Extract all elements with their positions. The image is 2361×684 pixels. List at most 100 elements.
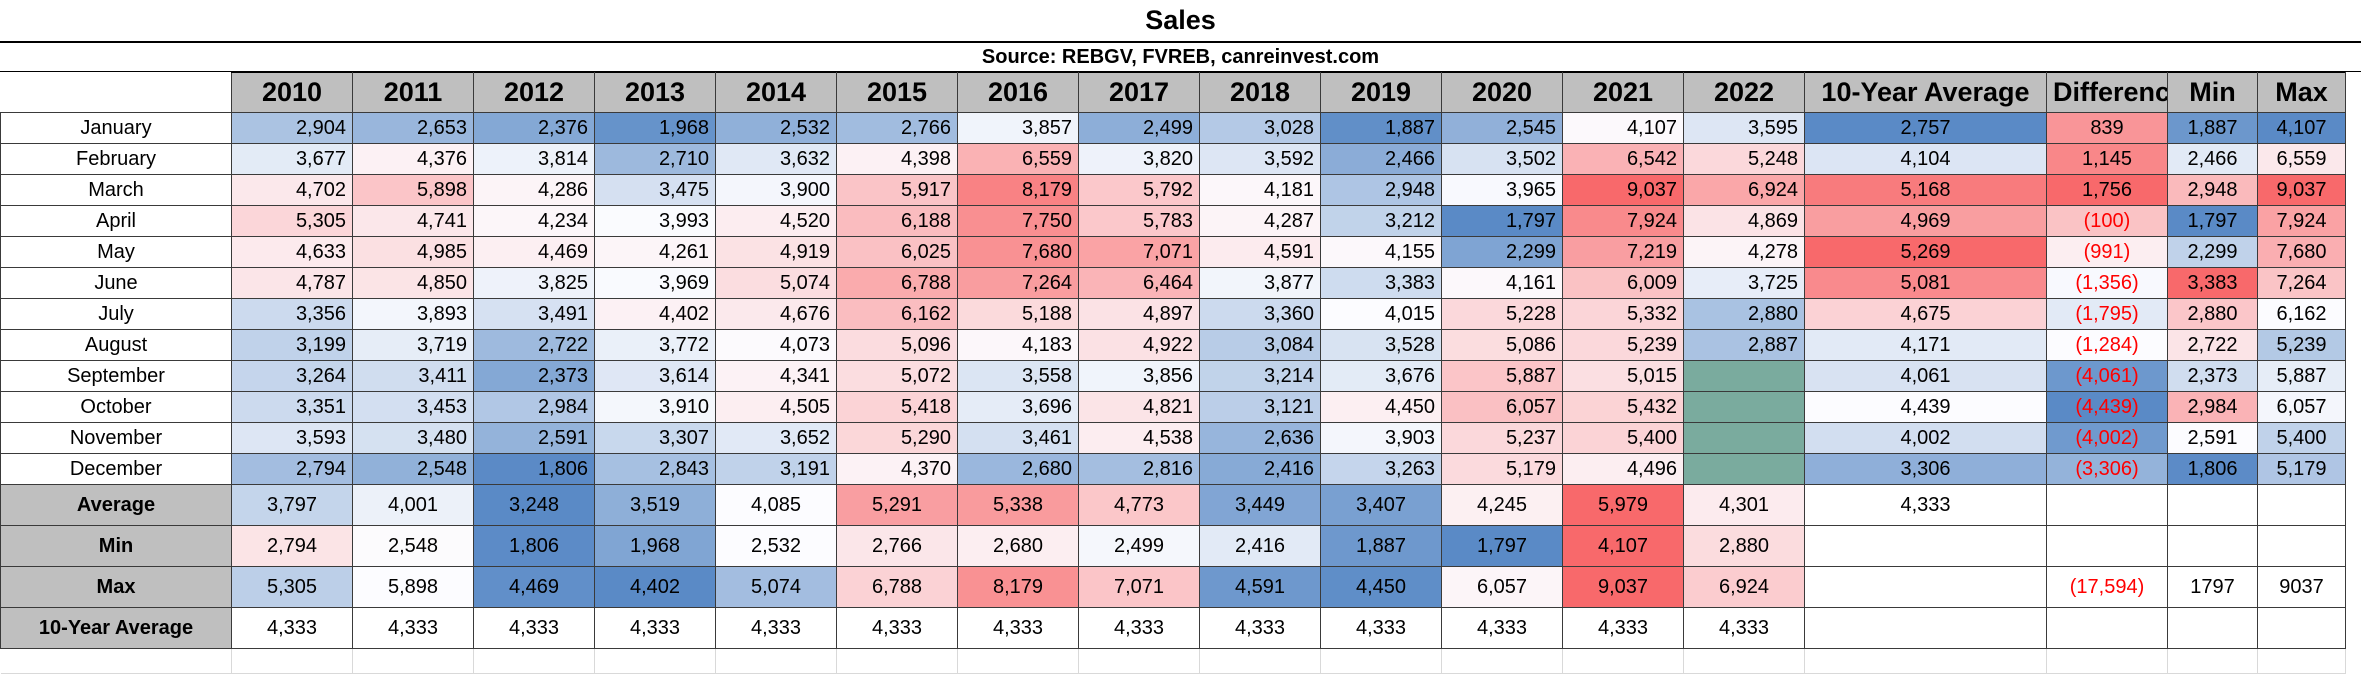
- data-cell[interactable]: 2,948: [1320, 174, 1442, 206]
- summary-cell[interactable]: 1,887: [1320, 525, 1442, 567]
- data-cell[interactable]: 3,480: [352, 422, 474, 454]
- data-cell[interactable]: 3,411: [352, 360, 474, 392]
- data-cell[interactable]: 7,264: [957, 267, 1079, 299]
- data-cell[interactable]: 3,910: [594, 391, 716, 423]
- col-header-2015[interactable]: 2015: [836, 72, 958, 113]
- data-cell[interactable]: 4,234: [473, 205, 595, 237]
- summary-average-cell[interactable]: 4,333: [1804, 484, 2047, 526]
- col-header-difference[interactable]: Difference: [2046, 72, 2168, 113]
- empty-cell[interactable]: [231, 648, 353, 674]
- data-cell[interactable]: 3,121: [1199, 391, 1321, 423]
- data-cell[interactable]: 6,788: [836, 267, 958, 299]
- data-cell[interactable]: 4,741: [352, 205, 474, 237]
- data-cell[interactable]: 3,264: [231, 360, 353, 392]
- data-cell-empty[interactable]: [1683, 453, 1805, 485]
- col-header-2019[interactable]: 2019: [1320, 72, 1442, 113]
- summary-min-cell[interactable]: [2167, 607, 2258, 649]
- data-cell[interactable]: 3,307: [594, 422, 716, 454]
- data-cell[interactable]: 4,869: [1683, 205, 1805, 237]
- summary-max-cell[interactable]: 9037: [2257, 566, 2346, 608]
- data-cell-empty[interactable]: [1683, 422, 1805, 454]
- empty-cell[interactable]: [1683, 648, 1805, 674]
- empty-cell[interactable]: [1441, 648, 1563, 674]
- data-cell[interactable]: 5,072: [836, 360, 958, 392]
- summary-cell[interactable]: 4,333: [1078, 607, 1200, 649]
- data-cell[interactable]: 3,502: [1441, 143, 1563, 175]
- data-cell[interactable]: 6,057: [1441, 391, 1563, 423]
- summary-cell[interactable]: 4,469: [473, 566, 595, 608]
- data-cell[interactable]: 3,893: [352, 298, 474, 330]
- data-cell[interactable]: 2,548: [352, 453, 474, 485]
- summary-cell[interactable]: 3,248: [473, 484, 595, 526]
- difference-cell[interactable]: (100): [2046, 205, 2168, 237]
- data-cell[interactable]: 4,450: [1320, 391, 1442, 423]
- col-header-2010[interactable]: 2010: [231, 72, 353, 113]
- row-label-december[interactable]: December: [0, 453, 232, 485]
- max-cell[interactable]: 6,057: [2257, 391, 2346, 423]
- data-cell[interactable]: 4,505: [715, 391, 837, 423]
- summary-cell[interactable]: 2,680: [957, 525, 1079, 567]
- data-cell[interactable]: 4,287: [1199, 205, 1321, 237]
- summary-cell[interactable]: 4,591: [1199, 566, 1321, 608]
- data-cell[interactable]: 3,820: [1078, 143, 1200, 175]
- summary-cell[interactable]: 3,797: [231, 484, 353, 526]
- col-header-2014[interactable]: 2014: [715, 72, 837, 113]
- summary-cell[interactable]: 6,924: [1683, 566, 1805, 608]
- data-cell[interactable]: 3,453: [352, 391, 474, 423]
- difference-cell[interactable]: 839: [2046, 112, 2168, 144]
- empty-cell[interactable]: [1562, 648, 1684, 674]
- data-cell[interactable]: 3,676: [1320, 360, 1442, 392]
- summary-cell[interactable]: 6,788: [836, 566, 958, 608]
- empty-cell[interactable]: [957, 648, 1079, 674]
- col-header-2017[interactable]: 2017: [1078, 72, 1200, 113]
- summary-difference-cell[interactable]: [2046, 525, 2168, 567]
- data-cell[interactable]: 6,924: [1683, 174, 1805, 206]
- data-cell[interactable]: 2,499: [1078, 112, 1200, 144]
- data-cell[interactable]: 6,188: [836, 205, 958, 237]
- min-cell[interactable]: 1,806: [2167, 453, 2258, 485]
- empty-cell[interactable]: [0, 648, 232, 674]
- data-cell[interactable]: 3,969: [594, 267, 716, 299]
- data-cell[interactable]: 4,633: [231, 236, 353, 268]
- data-cell[interactable]: 6,009: [1562, 267, 1684, 299]
- summary-cell[interactable]: 5,074: [715, 566, 837, 608]
- empty-cell[interactable]: [836, 648, 958, 674]
- col-header-2012[interactable]: 2012: [473, 72, 595, 113]
- data-cell[interactable]: 7,680: [957, 236, 1079, 268]
- max-cell[interactable]: 5,400: [2257, 422, 2346, 454]
- summary-max-cell[interactable]: [2257, 525, 2346, 567]
- data-cell[interactable]: 2,710: [594, 143, 716, 175]
- data-cell[interactable]: 4,015: [1320, 298, 1442, 330]
- min-cell[interactable]: 2,880: [2167, 298, 2258, 330]
- data-cell[interactable]: 3,191: [715, 453, 837, 485]
- data-cell[interactable]: 4,676: [715, 298, 837, 330]
- col-header-2011[interactable]: 2011: [352, 72, 474, 113]
- empty-cell[interactable]: [2046, 648, 2168, 674]
- data-cell[interactable]: 1,797: [1441, 205, 1563, 237]
- data-cell[interactable]: 3,263: [1320, 453, 1442, 485]
- max-cell[interactable]: 6,559: [2257, 143, 2346, 175]
- average-cell[interactable]: 4,061: [1804, 360, 2047, 392]
- data-cell[interactable]: 4,787: [231, 267, 353, 299]
- data-cell[interactable]: 3,614: [594, 360, 716, 392]
- data-cell[interactable]: 5,074: [715, 267, 837, 299]
- data-cell[interactable]: 6,559: [957, 143, 1079, 175]
- summary-cell[interactable]: 4,107: [1562, 525, 1684, 567]
- difference-cell[interactable]: (1,356): [2046, 267, 2168, 299]
- col-header-2013[interactable]: 2013: [594, 72, 716, 113]
- min-cell[interactable]: 2,984: [2167, 391, 2258, 423]
- data-cell[interactable]: 3,595: [1683, 112, 1805, 144]
- summary-difference-cell[interactable]: (17,594): [2046, 566, 2168, 608]
- data-cell[interactable]: 3,856: [1078, 360, 1200, 392]
- average-cell[interactable]: 4,104: [1804, 143, 2047, 175]
- data-cell[interactable]: 7,219: [1562, 236, 1684, 268]
- data-cell[interactable]: 4,922: [1078, 329, 1200, 361]
- empty-cell[interactable]: [1320, 648, 1442, 674]
- data-cell[interactable]: 4,261: [594, 236, 716, 268]
- summary-cell[interactable]: 5,338: [957, 484, 1079, 526]
- data-cell[interactable]: 9,037: [1562, 174, 1684, 206]
- summary-cell[interactable]: 4,301: [1683, 484, 1805, 526]
- summary-cell[interactable]: 4,450: [1320, 566, 1442, 608]
- data-cell[interactable]: 5,290: [836, 422, 958, 454]
- col-header-2020[interactable]: 2020: [1441, 72, 1563, 113]
